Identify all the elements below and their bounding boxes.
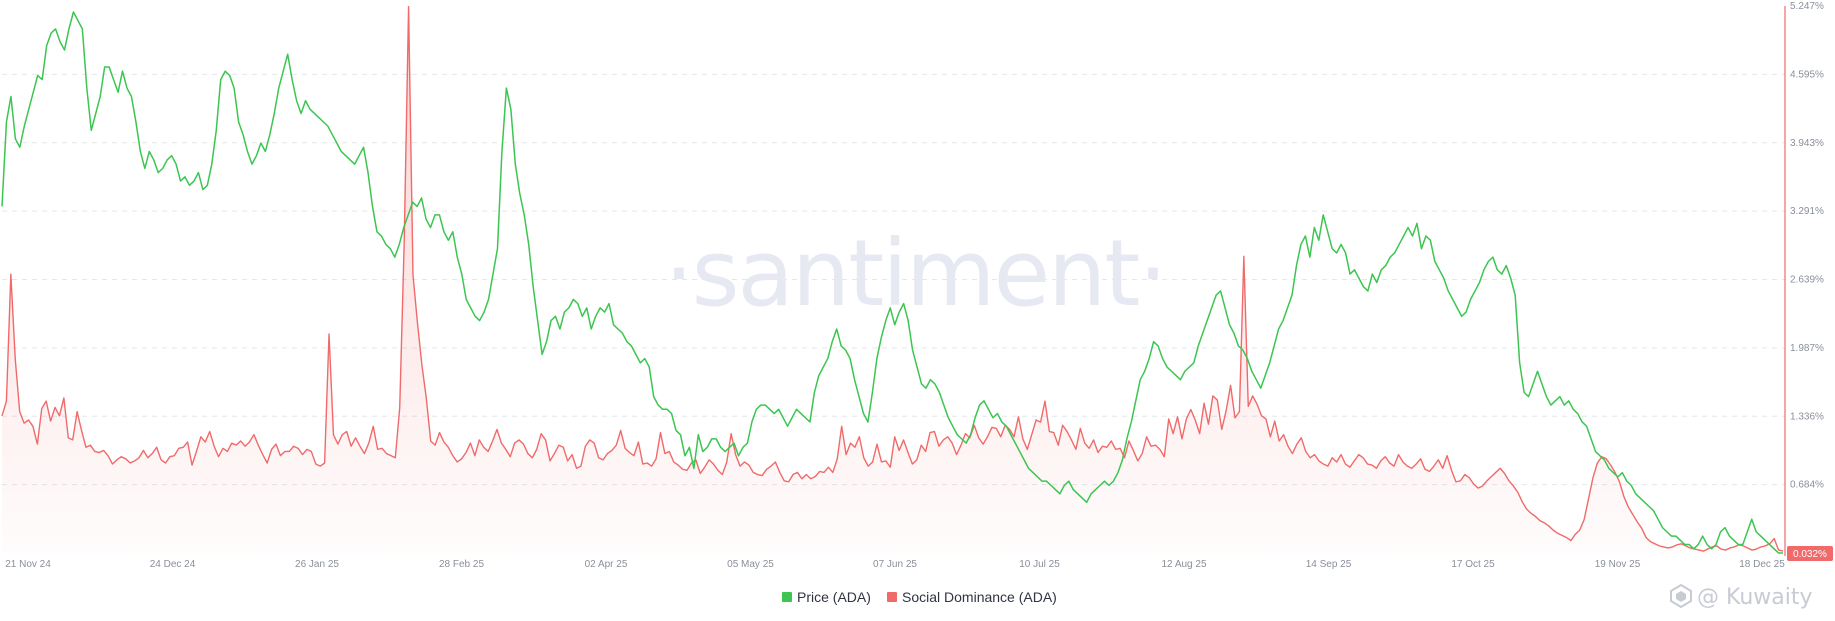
legend: Price (ADA) Social Dominance (ADA) (782, 589, 1057, 605)
y-tick-label: 0.684% (1790, 480, 1824, 491)
y-tick-label: 5.247% (1790, 1, 1824, 12)
x-tick-label: 17 Oct 25 (1451, 559, 1495, 570)
x-tick-label: 14 Sep 25 (1306, 559, 1352, 570)
watermark: ·santiment· (664, 220, 1165, 327)
legend-label-price: Price (ADA) (797, 589, 871, 605)
x-tick-label: 12 Aug 25 (1161, 559, 1206, 570)
x-tick-label: 18 Dec 25 (1739, 559, 1785, 570)
brand-text: @ Kuwaity (1697, 585, 1813, 610)
brand-logo-icon (1670, 583, 1692, 609)
series-layer (1, 6, 1784, 554)
social-dominance-line (1, 6, 1784, 552)
legend-item-price[interactable]: Price (ADA) (782, 589, 871, 605)
x-tick-label: 02 Apr 25 (585, 559, 628, 570)
svg-text:0.032%: 0.032% (1793, 549, 1827, 560)
x-tick-label: 07 Jun 25 (873, 559, 917, 570)
y-tick-label: 3.291% (1790, 206, 1824, 217)
y-axis-ticks: 5.247% 4.595% 3.943% 3.291% 2.639% 1.987% 1.33… (1790, 1, 1824, 491)
legend-swatch-social (887, 592, 897, 602)
legend-item-social[interactable]: Social Dominance (ADA) (887, 589, 1057, 605)
x-axis-ticks: 21 Nov 24 24 Dec 24 26 Jan 25 28 Feb 25 02 A… (5, 559, 1785, 570)
social-dominance-area (2, 6, 1783, 554)
x-tick-label: 21 Nov 24 (5, 559, 51, 570)
x-tick-label: 28 Feb 25 (439, 559, 484, 570)
y-tick-label: 1.336% (1790, 411, 1824, 422)
x-tick-label: 19 Nov 25 (1595, 559, 1641, 570)
y-tick-label: 3.943% (1790, 138, 1824, 149)
y-tick-label: 2.639% (1790, 275, 1824, 286)
brand-mark: @ Kuwaity (1670, 583, 1813, 610)
legend-swatch-price (782, 592, 792, 602)
legend-label-social: Social Dominance (ADA) (902, 589, 1057, 605)
x-tick-label: 10 Jul 25 (1019, 559, 1060, 570)
x-tick-label: 05 May 25 (727, 559, 774, 570)
x-tick-label: 26 Jan 25 (295, 559, 339, 570)
x-tick-label: 24 Dec 24 (150, 559, 196, 570)
y-tick-label: 1.987% (1790, 343, 1824, 354)
y-tick-label: 4.595% (1790, 69, 1824, 80)
last-value-badge: 0.032% (1787, 546, 1833, 561)
price-line (1, 11, 1783, 554)
